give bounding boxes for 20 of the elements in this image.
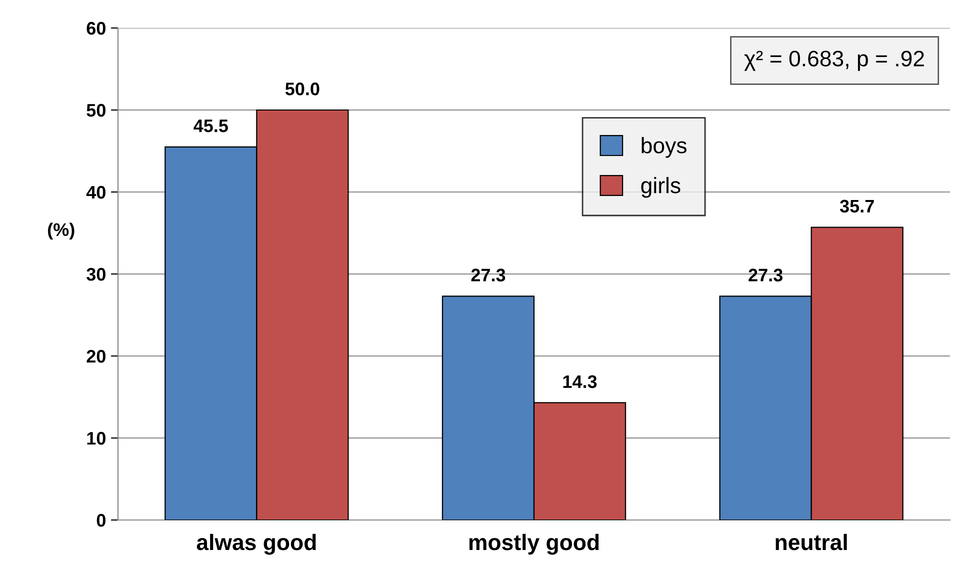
y-tick-label: 40 [86, 186, 106, 199]
legend-label: girls [641, 177, 680, 198]
y-tick-label: 0 [96, 514, 106, 527]
x-tick-label: neutral [776, 534, 847, 550]
y-tick-label: 20 [86, 350, 106, 363]
x-tick-label: alwas good [196, 534, 316, 555]
y-tick-label: 60 [86, 22, 106, 35]
data-label: 50.0 [285, 82, 320, 96]
data-label: 27.3 [471, 268, 506, 282]
y-axis-title: (%) [48, 222, 74, 240]
legend-label: boys [642, 137, 686, 158]
data-label: 45.5 [194, 120, 228, 132]
data-label: 27.3 [748, 268, 782, 282]
annotation: χ² = 0.683, p = .92 [744, 50, 924, 71]
data-label: 14.3 [563, 375, 597, 388]
x-tick-label: mostly good [469, 534, 599, 555]
y-tick-label: 30 [86, 268, 106, 281]
y-tick-label: 50 [86, 104, 106, 117]
data-label: 35.7 [840, 200, 874, 213]
y-tick-label: 10 [87, 432, 106, 445]
